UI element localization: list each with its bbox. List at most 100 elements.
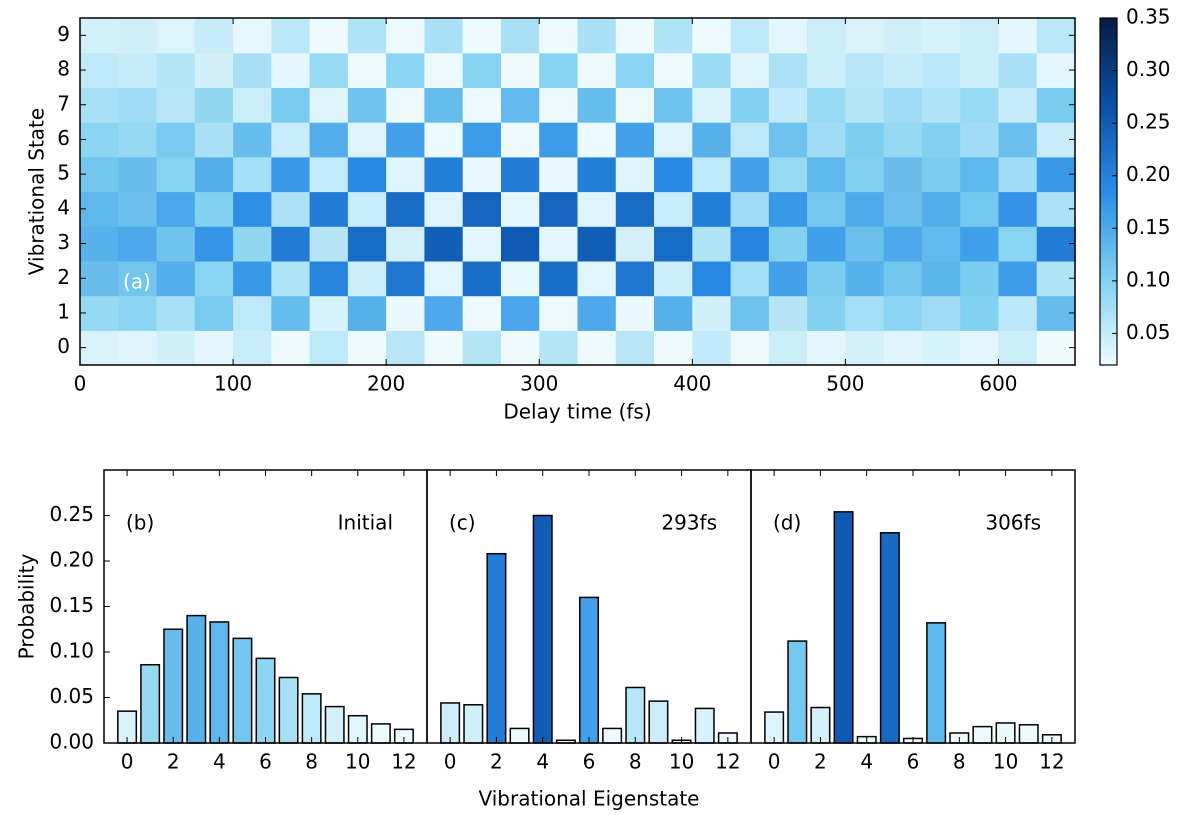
heat-cell bbox=[921, 330, 961, 366]
heat-cell bbox=[654, 295, 693, 331]
heat-cell bbox=[386, 18, 426, 54]
heat-cell bbox=[998, 122, 1038, 158]
heat-cell bbox=[424, 191, 464, 227]
heat-cell bbox=[577, 52, 617, 88]
heat-cell bbox=[615, 330, 655, 366]
bar bbox=[232, 637, 253, 744]
heat-cell bbox=[921, 191, 961, 227]
heat-cell bbox=[118, 191, 158, 227]
heat-cell bbox=[921, 260, 961, 297]
heat-cell bbox=[654, 330, 693, 366]
x-tick-label: 4 bbox=[536, 750, 549, 774]
heat-cell bbox=[80, 260, 119, 297]
heat-cell bbox=[156, 156, 196, 193]
heat-cell bbox=[921, 87, 961, 123]
heat-cell bbox=[960, 122, 1000, 158]
heat-cell bbox=[194, 87, 234, 123]
heat-cell bbox=[960, 52, 1000, 88]
heat-cell bbox=[768, 52, 808, 88]
bar bbox=[255, 657, 276, 744]
heat-cell bbox=[883, 295, 923, 331]
x-tick-label: 10 bbox=[669, 750, 694, 774]
heat-cell bbox=[118, 330, 158, 366]
heat-cell bbox=[118, 52, 158, 88]
heat-cell bbox=[80, 156, 119, 193]
y-tick-label: 3 bbox=[57, 230, 70, 254]
heat-cell bbox=[845, 18, 885, 54]
heat-cell bbox=[845, 330, 885, 366]
bar bbox=[532, 514, 553, 744]
heat-cell bbox=[654, 52, 693, 88]
panel-label: (c) bbox=[449, 511, 476, 535]
heat-cell bbox=[845, 156, 885, 193]
heat-cell bbox=[921, 226, 961, 262]
heat-cell bbox=[692, 330, 732, 366]
heat-cell bbox=[80, 52, 119, 88]
heat-cell bbox=[118, 156, 158, 193]
colorbar-tick-label: 0.20 bbox=[1126, 162, 1171, 186]
y-tick-label: 8 bbox=[57, 57, 70, 81]
heat-cell bbox=[156, 122, 196, 158]
bar bbox=[301, 693, 322, 744]
y-tick-label: 6 bbox=[57, 126, 70, 150]
heat-cell bbox=[500, 18, 540, 54]
heat-cell bbox=[424, 18, 464, 54]
heat-cell bbox=[118, 18, 158, 54]
heat-cell bbox=[194, 122, 234, 158]
heat-cell bbox=[577, 260, 617, 297]
y-tick-label: 9 bbox=[57, 22, 70, 46]
heat-cell bbox=[730, 18, 770, 54]
heat-cell bbox=[118, 260, 158, 297]
x-tick-label: 8 bbox=[629, 750, 642, 774]
heat-cell bbox=[730, 156, 770, 193]
heat-cell bbox=[845, 260, 885, 297]
heat-cell bbox=[960, 191, 1000, 227]
heat-cell bbox=[233, 330, 272, 366]
y-tick-label: 0.15 bbox=[49, 593, 94, 617]
heat-cell bbox=[156, 52, 196, 88]
heat-cell bbox=[960, 226, 1000, 262]
heat-cell bbox=[347, 260, 387, 297]
heat-cell bbox=[424, 260, 464, 297]
heat-cell bbox=[80, 330, 119, 366]
heat-cell bbox=[539, 52, 579, 88]
heat-cell bbox=[194, 226, 234, 262]
heat-cell bbox=[424, 295, 464, 331]
x-tick-label: 8 bbox=[305, 750, 318, 774]
x-tick-label: 0 bbox=[444, 750, 457, 774]
heat-cell bbox=[118, 87, 158, 123]
heat-cell bbox=[768, 18, 808, 54]
heat-cell bbox=[462, 295, 502, 331]
heat-cell bbox=[233, 260, 272, 297]
heat-cell bbox=[615, 226, 655, 262]
x-tick-label: 500 bbox=[826, 372, 864, 396]
heat-cell bbox=[807, 122, 846, 158]
heat-cell bbox=[233, 122, 272, 158]
heat-cell bbox=[654, 18, 693, 54]
heat-cell bbox=[577, 191, 617, 227]
x-tick-label: 10 bbox=[345, 750, 370, 774]
heat-cell bbox=[347, 52, 387, 88]
heat-cell bbox=[309, 226, 349, 262]
bar bbox=[972, 725, 993, 744]
heat-cell bbox=[271, 18, 311, 54]
x-tick-label: 10 bbox=[993, 750, 1018, 774]
heat-cell bbox=[654, 226, 693, 262]
y-tick-label: 7 bbox=[57, 91, 70, 115]
heat-cell bbox=[883, 18, 923, 54]
heat-cell bbox=[271, 260, 311, 297]
heat-cell bbox=[692, 260, 732, 297]
y-tick-label: 0.25 bbox=[49, 502, 94, 526]
bar bbox=[833, 511, 854, 744]
x-tick-label: 4 bbox=[860, 750, 873, 774]
heat-cell bbox=[960, 260, 1000, 297]
heat-cell bbox=[80, 295, 119, 331]
heat-cell bbox=[539, 330, 579, 366]
heat-cell bbox=[615, 295, 655, 331]
heat-cell bbox=[462, 330, 502, 366]
heat-cell bbox=[271, 52, 311, 88]
heat-cell bbox=[386, 52, 426, 88]
heat-cell bbox=[347, 87, 387, 123]
x-tick-label: 2 bbox=[814, 750, 827, 774]
bar bbox=[879, 532, 900, 744]
